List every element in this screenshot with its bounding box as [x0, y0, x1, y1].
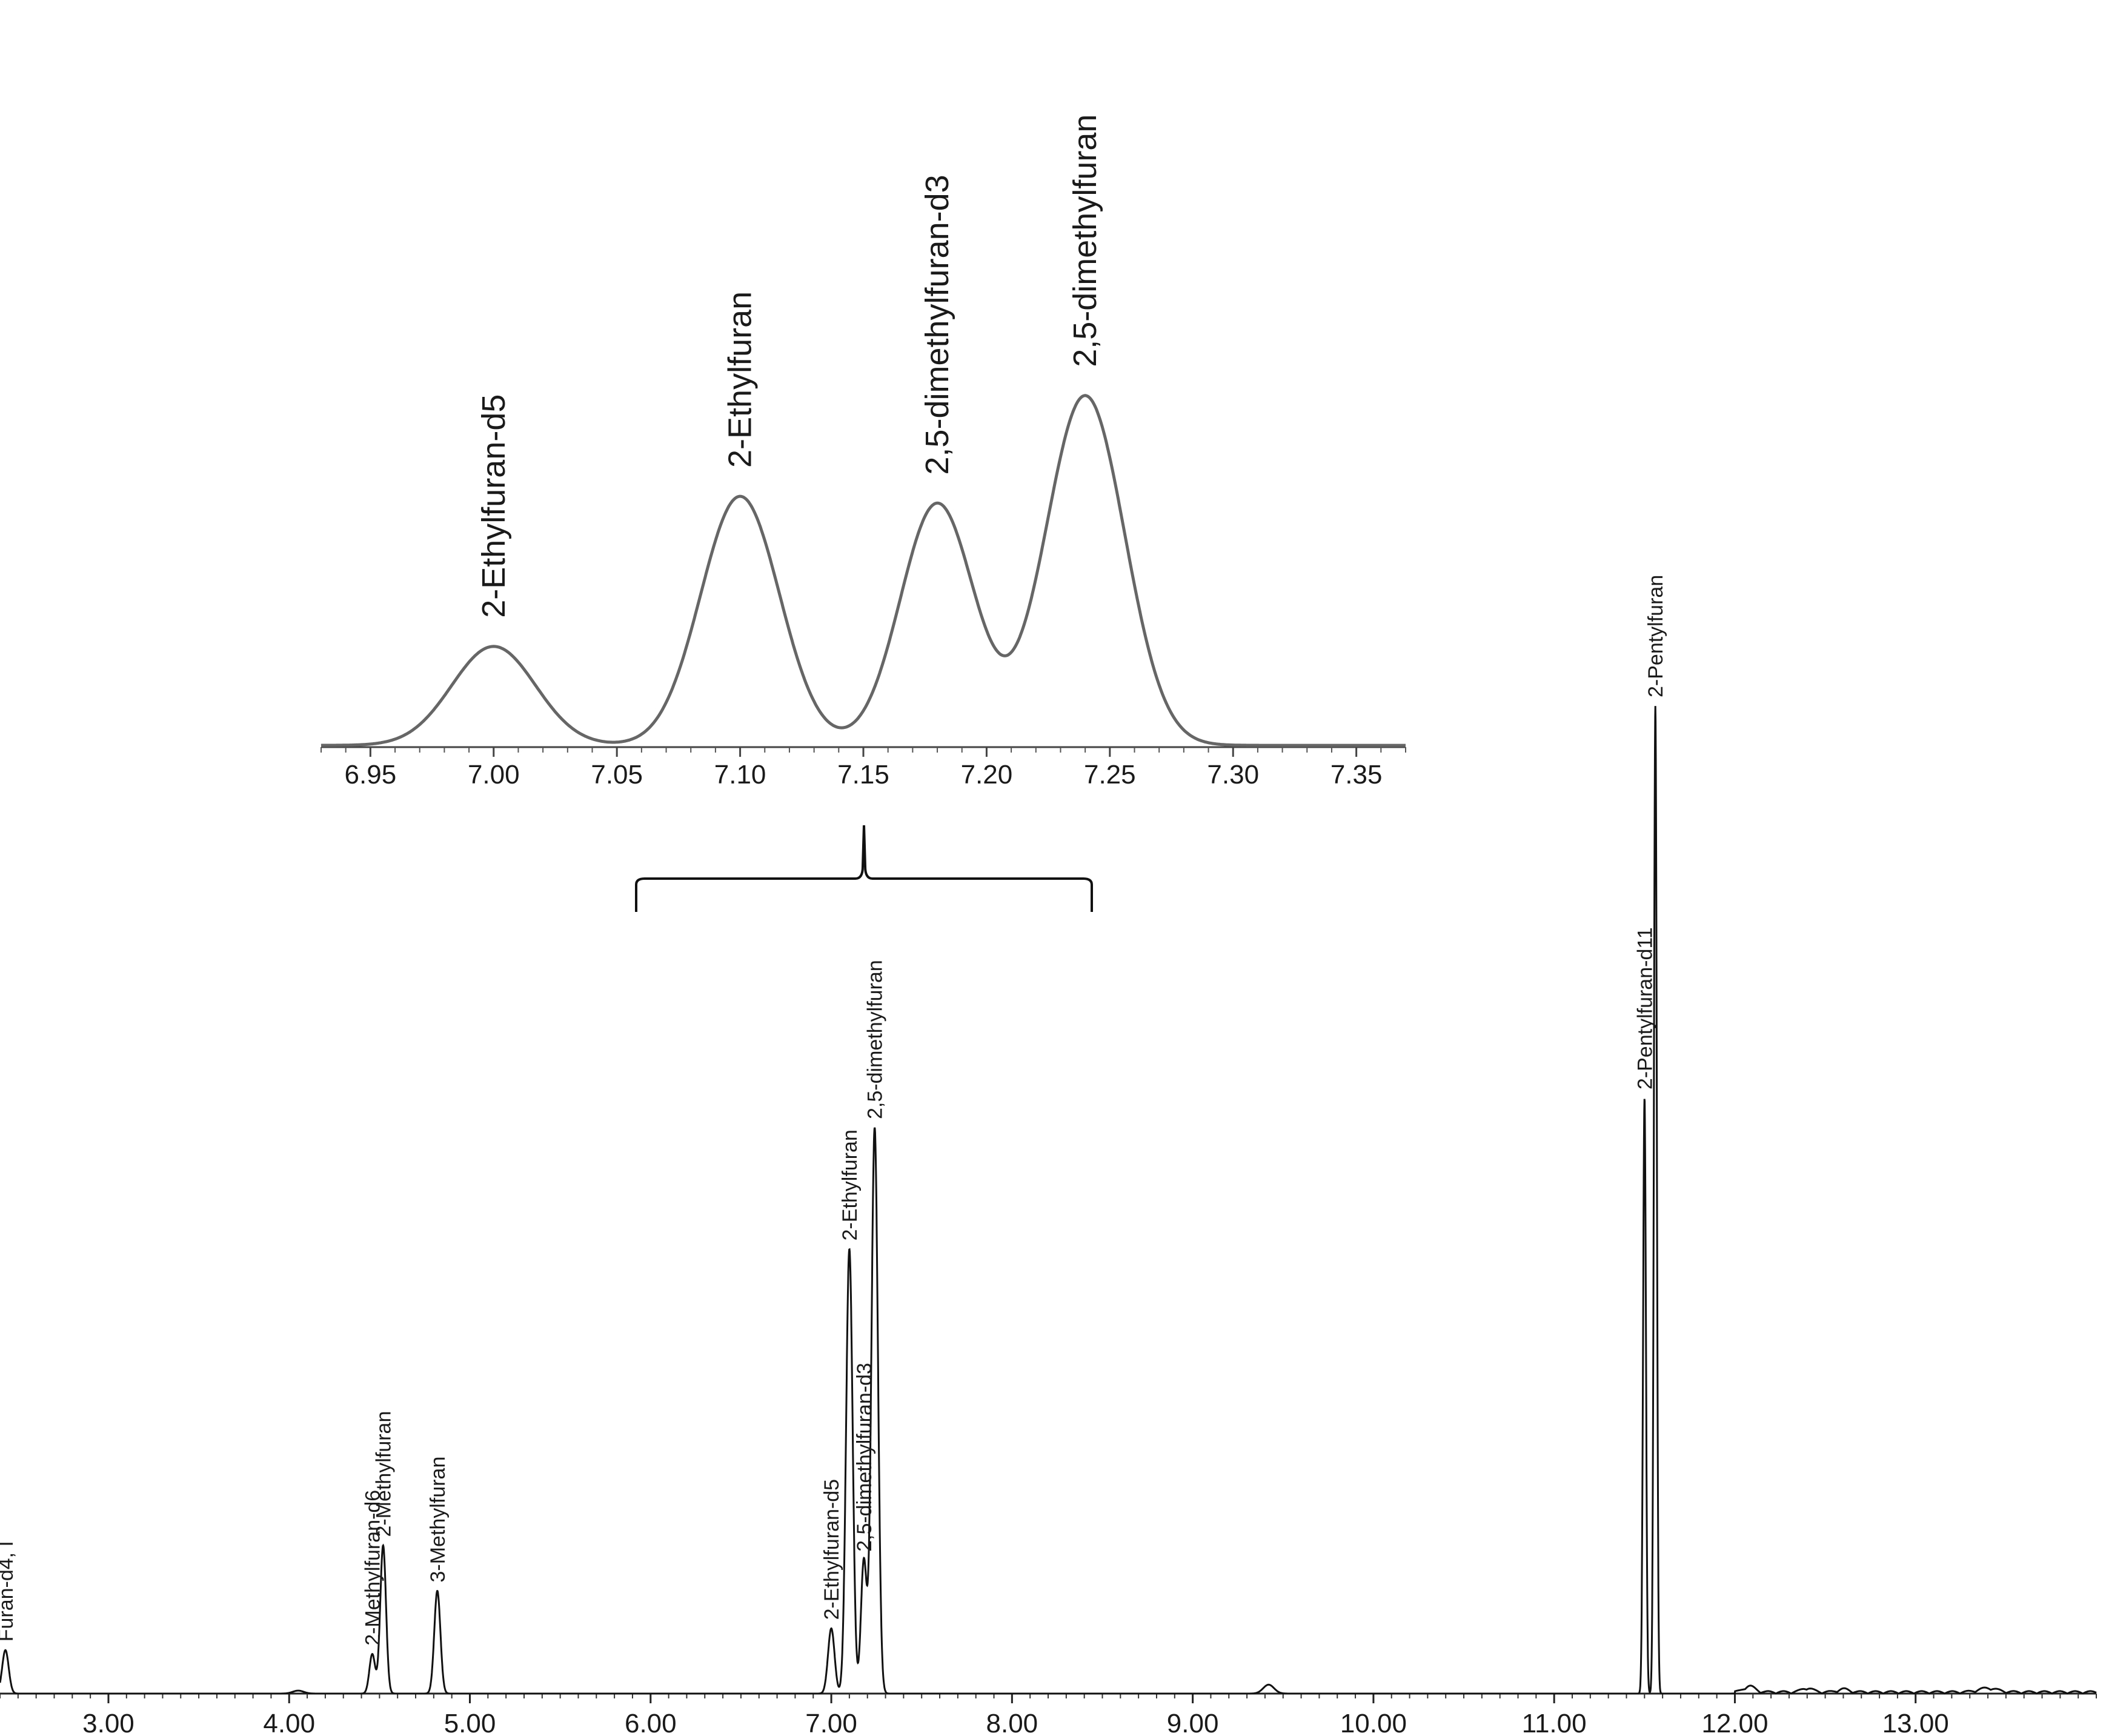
- inset-tick-label: 7.25: [1084, 760, 1136, 790]
- main-peak-label: 2-Pentylfuran-d11: [1633, 927, 1656, 1089]
- main-peak-label: 2-Methylfuran: [372, 1411, 395, 1537]
- main-tick-label: 9.00: [1167, 1709, 1219, 1733]
- inset-peak-label: 2-Ethylfuran-d5: [476, 394, 512, 618]
- inset-tick-label: 7.00: [468, 760, 520, 790]
- inset-tick-label: 7.10: [714, 760, 766, 790]
- main-trace: [0, 706, 2097, 1695]
- inset-peak-label: 2,5-dimethylfuran-d3: [919, 175, 955, 474]
- main-tick-label: 11.00: [1522, 1709, 1587, 1733]
- main-tick-label: 12.00: [1701, 1709, 1768, 1733]
- main-tick-label: 4.00: [263, 1709, 315, 1733]
- inset-trace: [321, 394, 1406, 747]
- main-tick-label: 10.00: [1340, 1709, 1407, 1733]
- main-tick-label: 6.00: [625, 1709, 677, 1733]
- inset-tick-label: 6.95: [345, 760, 397, 790]
- main-tick-label: 7.00: [805, 1709, 857, 1733]
- inset-tick-label: 7.15: [837, 760, 889, 790]
- main-peak-label: 2-Methylfuran-d6: [361, 1490, 384, 1646]
- main-peak-label: 3-Methylfuran: [427, 1457, 450, 1583]
- inset-tick-label: 7.30: [1207, 760, 1259, 790]
- main-tick-label: 3.00: [82, 1709, 135, 1733]
- inset-chromatogram: 6.95 7.00 7.05 7.10 7.15 7.20 7.25 7.30 7.35 2-Et…: [321, 115, 1406, 790]
- inset-tick-label: 7.05: [591, 760, 643, 790]
- main-peak-label: 2,5-dimethylfuran-d3: [853, 1363, 876, 1552]
- main-peak-label: 2-Pentylfuran: [1644, 575, 1667, 697]
- inset-peak-label: 2,5-dimethylfuran: [1067, 115, 1103, 367]
- main-tick-label: 13.00: [1882, 1709, 1949, 1733]
- main-tick-label: 5.00: [444, 1709, 496, 1733]
- inset-tick-label: 7.35: [1330, 760, 1383, 790]
- zoom-bracket: [635, 825, 1093, 912]
- inset-peak-label: 2-Ethylfuran: [722, 291, 759, 468]
- main-peak-label: Furan-d4, I: [0, 1541, 18, 1641]
- main-peak-label: 2-Ethylfuran-d5: [820, 1479, 843, 1620]
- main-tick-label: 8.00: [986, 1709, 1038, 1733]
- inset-tick-label: 7.20: [961, 760, 1013, 790]
- main-peak-label: 2,5-dimethylfuran: [864, 960, 887, 1119]
- main-chromatogram: 3.00 4.00 5.00 6.00 7.00 8.00 9.00 10.00 11.00 12…: [0, 575, 2097, 1736]
- main-peak-label: 2-Ethylfuran: [839, 1129, 862, 1240]
